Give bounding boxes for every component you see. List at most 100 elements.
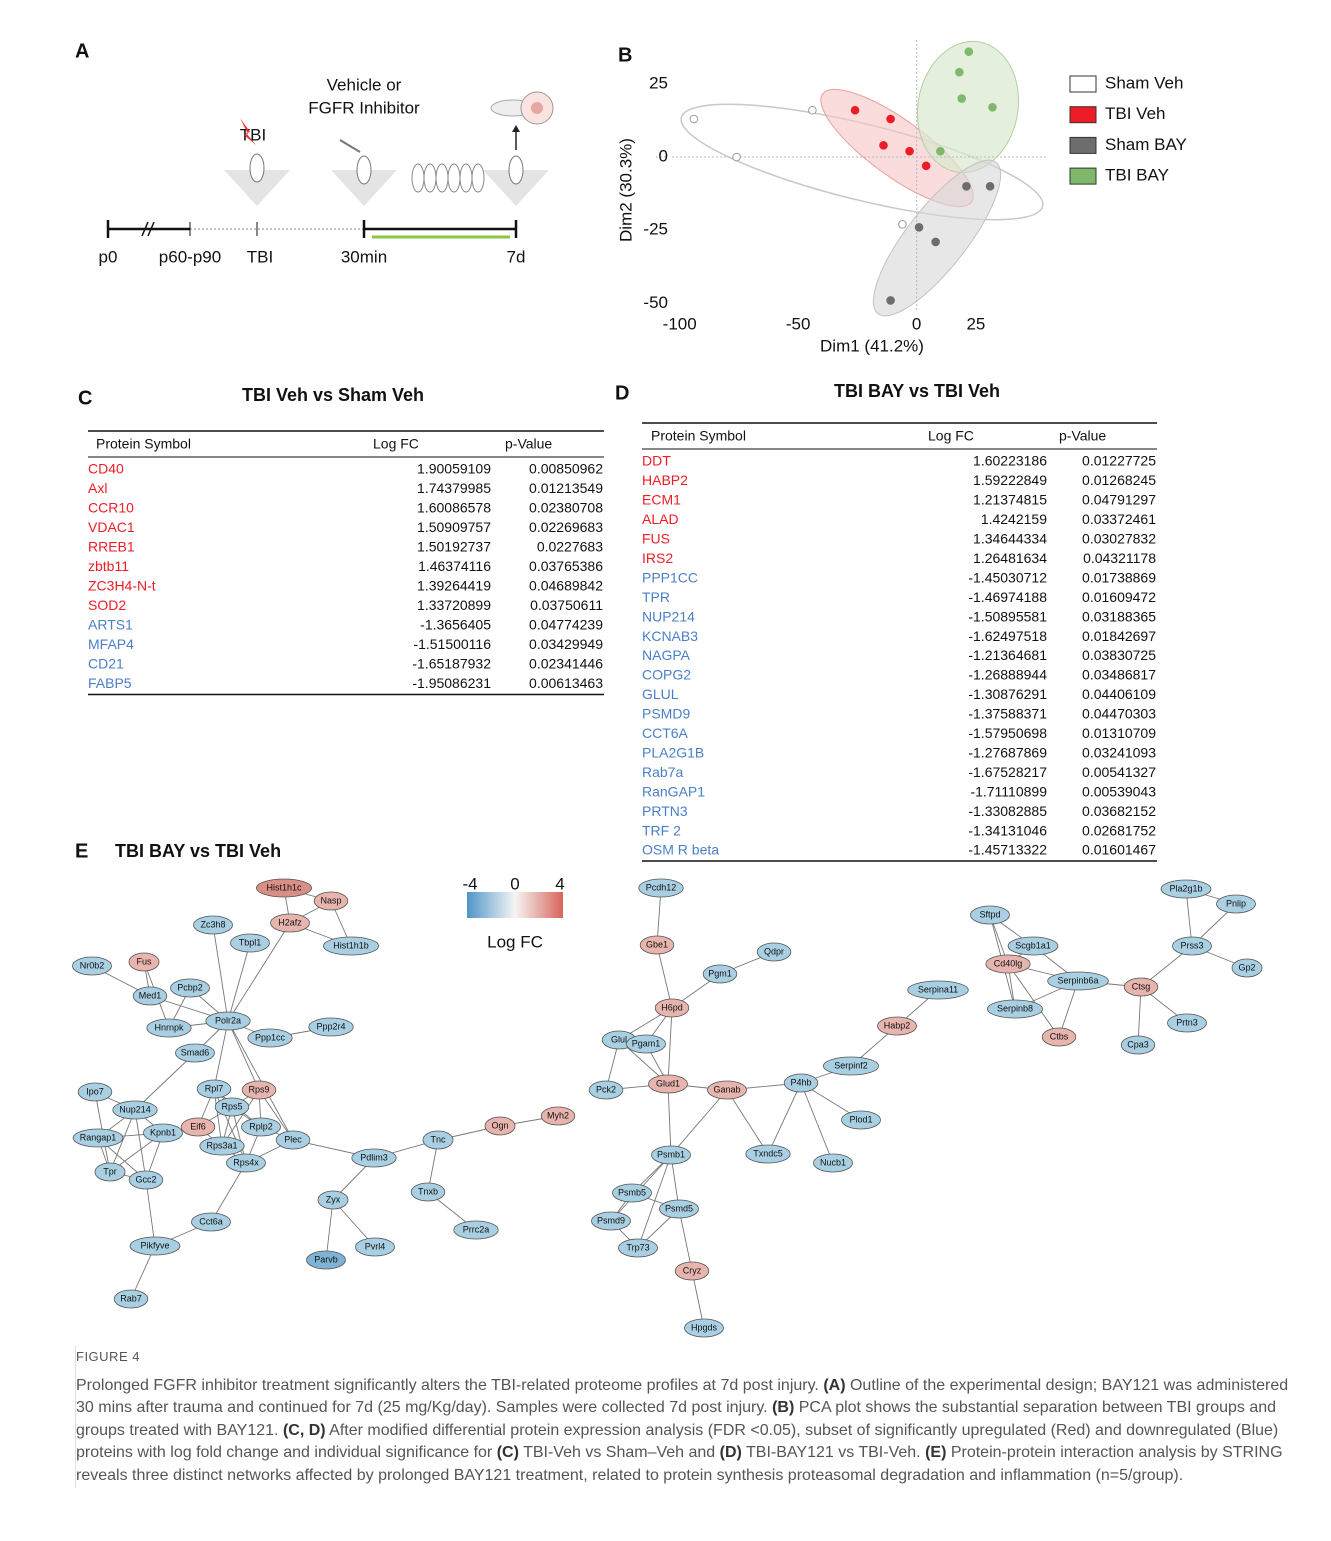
table-cell: OSM R beta xyxy=(642,842,719,858)
table-header: Log FC xyxy=(928,428,974,444)
network-edge xyxy=(638,1155,671,1248)
node-label: Pla2g1b xyxy=(1169,883,1202,893)
node-label: Tbpl1 xyxy=(239,937,262,947)
node-label: Ganab xyxy=(713,1084,740,1094)
node-label: Cd40lg xyxy=(994,958,1023,968)
table-cell: 0.03188365 xyxy=(1082,608,1156,624)
mouse-icon xyxy=(357,156,371,184)
data-point xyxy=(880,142,888,150)
table-cell: TRF 2 xyxy=(642,822,681,838)
node-label: Hist1h1b xyxy=(333,940,369,950)
table-cell: 0.02380708 xyxy=(529,500,603,516)
node-label: Nasp xyxy=(320,895,341,905)
table-cell: 0.01601467 xyxy=(1082,842,1156,858)
node-label: Cryz xyxy=(683,1265,702,1275)
caption-segment: (A) xyxy=(823,1377,845,1394)
caption-segment: (D) xyxy=(720,1444,742,1461)
table-cell: 0.02341446 xyxy=(529,656,603,672)
node-label: Qdpr xyxy=(764,946,784,956)
node-label: Zyx xyxy=(326,1194,341,1204)
x-tick-label: 0 xyxy=(912,314,921,333)
node-label: Tnxb xyxy=(418,1186,438,1196)
timeline-label: TBI xyxy=(247,247,273,266)
network-edge xyxy=(671,1090,727,1155)
node-label: Rps4x xyxy=(233,1157,259,1167)
table-cell: 0.01268245 xyxy=(1082,472,1156,488)
table-cell: -1.30876291 xyxy=(968,686,1047,702)
table-header: Log FC xyxy=(373,436,419,452)
table-cell: VDAC1 xyxy=(88,519,135,535)
table-cell: 0.04321178 xyxy=(1083,550,1156,566)
table-cell: KCNAB3 xyxy=(642,628,698,644)
table-cell: RanGAP1 xyxy=(642,783,705,799)
caption: FIGURE 4 Prolonged FGFR inhibitor treatm… xyxy=(75,1346,1301,1488)
node-label: Serpinb8 xyxy=(997,1003,1033,1013)
table-cell: 0.01227725 xyxy=(1082,453,1156,469)
table-cell: -1.95086231 xyxy=(412,675,491,691)
node-label: Polr2a xyxy=(215,1015,241,1025)
table-cell: -1.26888944 xyxy=(968,667,1047,683)
table-cell: HABP2 xyxy=(642,472,688,488)
table-cell: 1.50909757 xyxy=(417,519,491,535)
table-cell: 0.04791297 xyxy=(1082,492,1156,508)
table-cell: NUP214 xyxy=(642,608,695,624)
node-label: Scgb1a1 xyxy=(1015,940,1051,950)
node-label: Glud1 xyxy=(656,1078,680,1088)
table-cell: -1.46974188 xyxy=(968,589,1047,605)
color-scale-tick: -4 xyxy=(462,874,477,893)
mouse-icon xyxy=(509,156,523,184)
timeline-labels: p0p60-p90TBI30min7d xyxy=(99,247,526,266)
treatment-label: FGFR Inhibitor xyxy=(308,98,420,117)
network-edge xyxy=(668,1084,671,1155)
node-label: Rplp2 xyxy=(249,1121,273,1131)
table-cell: PPP1CC xyxy=(642,569,698,585)
panel-label: C xyxy=(78,387,92,409)
node-label: Cpa3 xyxy=(1127,1039,1149,1049)
caption-segment: (C, D) xyxy=(283,1422,326,1439)
network-edge xyxy=(657,945,672,1008)
node-label: Serpina11 xyxy=(918,984,958,994)
color-scale-bar xyxy=(467,892,563,918)
node-label: Parvb xyxy=(314,1254,338,1264)
node-label: Nr0b2 xyxy=(80,960,105,970)
data-point xyxy=(733,153,741,161)
table-cell: -1.45030712 xyxy=(968,569,1047,585)
x-tick-label: -50 xyxy=(786,314,811,333)
data-point xyxy=(958,95,966,103)
color-scale-tick: 4 xyxy=(555,874,564,893)
data-point xyxy=(899,221,907,229)
color-scale-label: Log FC xyxy=(487,932,543,951)
table-cell: -1.50895581 xyxy=(968,608,1047,624)
table-cell: 1.59222849 xyxy=(973,472,1047,488)
node-label: Tpr xyxy=(103,1166,117,1176)
x-tick-label: -100 xyxy=(663,314,697,333)
table-cell: 0.03765386 xyxy=(529,558,603,574)
table-cell: -1.71110899 xyxy=(970,783,1047,799)
data-point xyxy=(887,297,895,305)
table-cell: CD21 xyxy=(88,656,124,672)
data-point xyxy=(989,104,997,112)
node-label: Trp73 xyxy=(626,1242,649,1252)
network-edge xyxy=(668,1008,672,1084)
table-cell: PRTN3 xyxy=(642,803,688,819)
node-label: Habp2 xyxy=(884,1020,911,1030)
table-cell: 0.01310709 xyxy=(1082,725,1156,741)
figure: A TBI Vehicle or FGFR Inhibitor p0p60-p9… xyxy=(0,0,1331,1340)
table-cell: 1.46374116 xyxy=(418,558,491,574)
data-point xyxy=(986,183,994,191)
node-label: Fus xyxy=(136,956,152,966)
data-point xyxy=(956,68,964,76)
table-header: Protein Symbol xyxy=(651,428,746,444)
node-label: Pnlip xyxy=(1226,898,1246,908)
legend-label: TBI BAY xyxy=(1105,166,1169,185)
data-point xyxy=(906,147,914,155)
data-point xyxy=(887,115,895,123)
table-cell: ALAD xyxy=(642,511,679,527)
network-edge xyxy=(214,1021,228,1089)
caption-segment: (E) xyxy=(925,1444,946,1461)
node-label: Serpinf2 xyxy=(834,1060,868,1070)
table-cell: CCT6A xyxy=(642,725,689,741)
node-label: Plod1 xyxy=(849,1114,872,1124)
table-cell: 1.21374815 xyxy=(973,492,1047,508)
mice-group-icon xyxy=(412,164,484,192)
